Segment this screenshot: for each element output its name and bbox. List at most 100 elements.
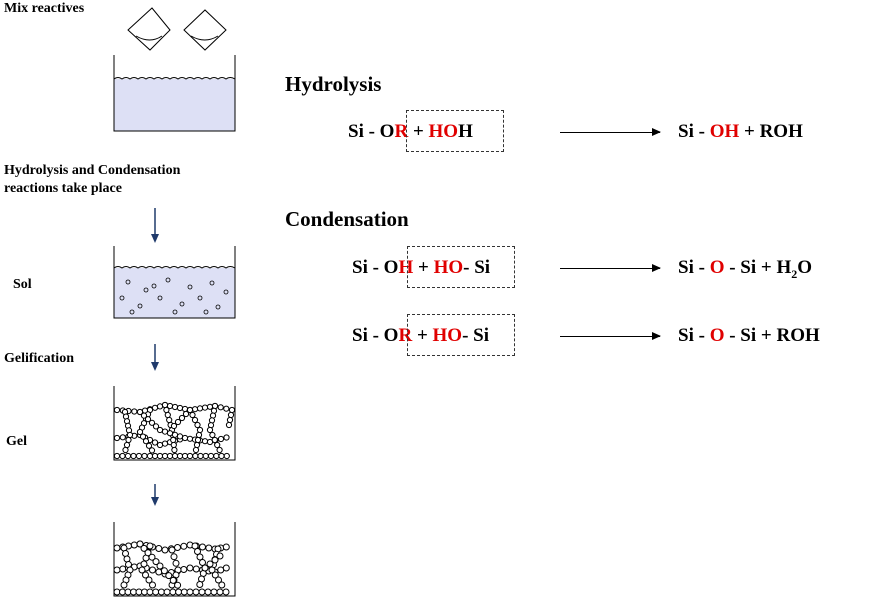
gel-bead xyxy=(139,433,147,440)
gel-bead xyxy=(223,452,230,460)
gel-bead xyxy=(223,405,230,412)
gel-bead xyxy=(225,421,233,429)
gel-bead xyxy=(207,452,215,460)
exchange-box-condensation-1 xyxy=(407,246,515,288)
gel-bead xyxy=(176,452,184,460)
gel-bead xyxy=(156,562,164,570)
gel-bead xyxy=(196,581,204,588)
gel-bead xyxy=(119,565,127,573)
gel-bead xyxy=(146,588,154,596)
gel-bead xyxy=(145,442,153,449)
gel-bead xyxy=(213,452,220,460)
gel-bead xyxy=(145,576,153,584)
product-rest: - Si + H xyxy=(724,257,792,278)
gel-bead xyxy=(181,452,189,460)
gel-bead xyxy=(192,565,200,573)
gel-bead xyxy=(171,446,178,454)
gel-bead xyxy=(198,588,206,596)
gel-bead xyxy=(197,452,204,460)
gel-bead xyxy=(124,452,132,460)
gel-bead xyxy=(148,553,156,561)
subscript-2: 2 xyxy=(791,266,798,281)
gel-bead xyxy=(211,436,218,444)
gel-bead xyxy=(181,405,189,413)
gel-bead xyxy=(211,556,219,564)
reactant-si: - Si xyxy=(463,257,491,278)
gel-bead xyxy=(168,546,176,554)
product-rest: - Si + ROH xyxy=(724,325,820,346)
plus-sign: + xyxy=(413,257,434,278)
gel-bead xyxy=(140,412,148,419)
gel-bead xyxy=(186,435,194,442)
reactant-si: - Si xyxy=(462,325,490,346)
product-si: Si - xyxy=(678,121,710,142)
gel-bead xyxy=(193,441,201,449)
product-si: Si - xyxy=(678,325,710,346)
gel-bead xyxy=(151,404,159,411)
gel-bead xyxy=(151,439,159,446)
condensation-2-reactants: Si - OR + HO- Si xyxy=(352,324,489,348)
reagent-funnel-left xyxy=(127,7,171,51)
gel-bead xyxy=(171,452,179,460)
gel-bead xyxy=(148,419,156,426)
gel-bead xyxy=(146,452,154,460)
gel-bead xyxy=(161,546,169,554)
reaction-arrow-condensation-1 xyxy=(560,264,661,272)
reactant-si-o: Si - O xyxy=(348,121,395,142)
gel-bead xyxy=(174,581,182,589)
hydrolysis-reactants: Si - OR + HOH xyxy=(348,120,473,144)
gel-bead xyxy=(149,566,156,574)
gel-bead xyxy=(130,541,138,549)
gel-bead xyxy=(218,452,225,460)
exchange-box-condensation-2 xyxy=(407,314,515,356)
gel-bead xyxy=(156,441,164,449)
gel-bead xyxy=(171,403,179,411)
gel-bead xyxy=(164,411,171,419)
gel-bead xyxy=(205,544,213,552)
gel-bead xyxy=(176,404,184,412)
gel-bead xyxy=(157,588,165,596)
gel-bead xyxy=(113,452,121,460)
condensation-1-reactants: Si - OH + HO- Si xyxy=(352,256,490,280)
gel-bead xyxy=(135,452,143,460)
gelification-label: Gelification xyxy=(4,351,74,366)
gel-bead xyxy=(199,543,206,551)
gel-bead xyxy=(169,576,177,584)
gel-bead xyxy=(144,549,152,557)
gel-bead xyxy=(119,434,126,441)
exchange-box-hydrolysis xyxy=(406,110,504,152)
gel-bead xyxy=(189,411,196,419)
gel-bead xyxy=(156,426,164,434)
gel-bead xyxy=(148,447,156,454)
gel-bead xyxy=(174,544,181,551)
product-end: O xyxy=(797,257,813,278)
gel-bead xyxy=(166,430,174,437)
gel-bead xyxy=(136,428,144,436)
gel-bead xyxy=(208,566,216,574)
reactant-si-o: Si - O xyxy=(352,325,399,346)
gel-bead xyxy=(166,416,173,424)
gel-label: Gel xyxy=(6,434,27,449)
gel-bead xyxy=(217,435,225,443)
process-arrow-1 xyxy=(151,208,159,243)
gel-bead xyxy=(192,452,199,460)
gel-bead xyxy=(142,571,149,579)
gel-bead xyxy=(186,452,194,460)
gel-bead xyxy=(194,436,202,444)
gel-bead xyxy=(140,560,148,568)
reactant-h: H xyxy=(458,121,473,142)
gel-bead xyxy=(138,566,146,574)
reactant-ho: HO xyxy=(432,325,463,346)
gel-bead xyxy=(215,576,222,584)
sol-container xyxy=(113,246,236,319)
gel-bead xyxy=(171,431,179,438)
reactant-r: R xyxy=(394,121,409,142)
gel-bead xyxy=(166,452,174,460)
process-arrow-3 xyxy=(151,484,159,506)
reactant-r: R xyxy=(398,325,413,346)
gel-bead xyxy=(169,588,177,596)
gel-bead xyxy=(192,588,200,596)
gel-bead xyxy=(210,588,218,596)
gel-bead xyxy=(217,566,225,574)
gel-bead xyxy=(130,452,137,460)
